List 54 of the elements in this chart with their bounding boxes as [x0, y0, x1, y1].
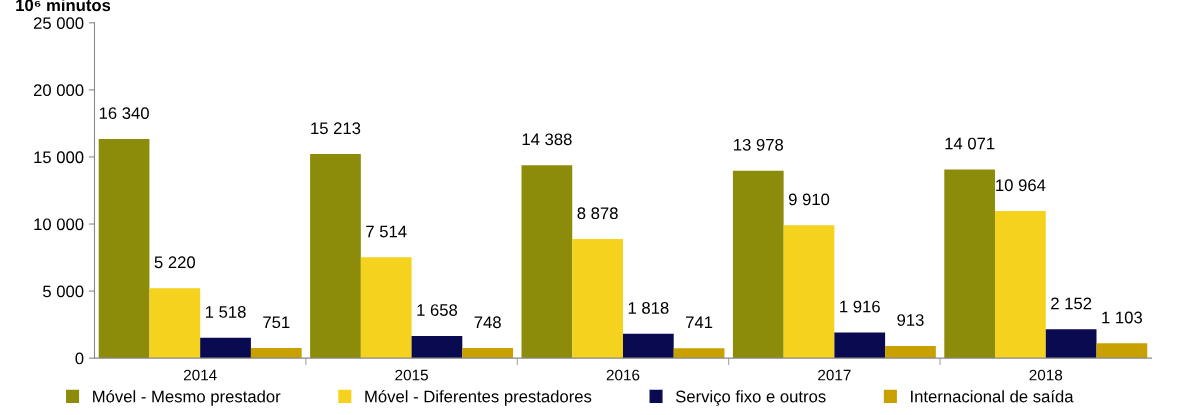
data-label: 16 340 [99, 107, 149, 120]
bar [783, 225, 835, 359]
bar [622, 333, 674, 359]
data-label: 1 916 [840, 300, 880, 313]
y-tick-label: 15 000 [34, 151, 84, 164]
data-label: 1 658 [417, 304, 458, 316]
data-label: 1 818 [628, 302, 669, 314]
data-label: 13 978 [734, 138, 784, 151]
y-tick-label: 20 000 [33, 84, 84, 97]
y-tick-label: 25 000 [33, 17, 84, 30]
data-label: 7 514 [366, 225, 407, 238]
bar [200, 337, 251, 359]
data-label: 14 071 [945, 137, 995, 150]
legend-label: Móvel - Mesmo prestador [93, 389, 281, 406]
bar [732, 170, 784, 359]
bar [572, 239, 623, 359]
bar [360, 257, 412, 359]
bar [834, 332, 886, 359]
bar [250, 348, 302, 359]
data-label: 14 388 [522, 133, 572, 146]
bar [98, 138, 150, 359]
data-label: 751 [263, 316, 290, 329]
x-tick-label: 2016 [606, 369, 640, 381]
legend-label: Móvel - Diferentes prestadores [365, 389, 592, 406]
bar [885, 345, 936, 359]
data-label: 748 [474, 316, 501, 329]
data-label: 10 964 [996, 179, 1046, 192]
bar [995, 211, 1046, 359]
data-label: 2 152 [1051, 297, 1092, 310]
bar [944, 169, 996, 359]
bar [521, 165, 573, 359]
data-label: 5 220 [154, 256, 196, 269]
y-tick-label: 5 000 [43, 285, 84, 298]
bar [1096, 343, 1148, 359]
y-tick-label: 10 000 [34, 218, 84, 231]
data-label: 913 [897, 314, 924, 326]
bar [462, 348, 514, 359]
data-label: 9 910 [788, 193, 830, 206]
bar [1045, 329, 1097, 359]
data-label: 1 518 [205, 306, 246, 318]
bar [310, 154, 361, 359]
y-tick-label: 0 [75, 352, 84, 365]
x-tick-label: 2018 [1029, 369, 1063, 381]
x-tick-label: 2017 [818, 369, 851, 381]
data-label: 15 213 [311, 122, 361, 135]
x-tick-label: 2015 [395, 369, 428, 381]
data-label: 1 103 [1102, 311, 1142, 324]
legend-label: Internacional de saída [911, 389, 1074, 403]
x-tick-label: 2014 [183, 369, 217, 381]
data-label: 8 878 [577, 207, 618, 220]
data-label: 741 [686, 316, 713, 329]
legend-label: Serviço fixo e outros [675, 390, 826, 406]
bar [411, 335, 463, 359]
bar [149, 288, 201, 359]
